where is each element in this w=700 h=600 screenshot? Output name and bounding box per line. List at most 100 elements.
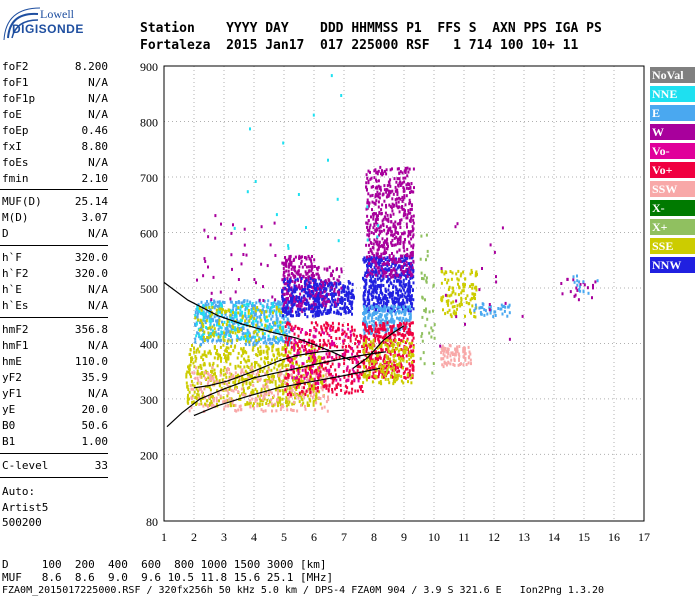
echo-point (308, 354, 311, 358)
echo-point (366, 375, 369, 379)
echo-point (242, 336, 245, 340)
echo-point (332, 300, 335, 303)
echo-point (201, 371, 204, 375)
echo-point (396, 278, 399, 282)
echo-point (359, 371, 362, 375)
echo-point (260, 318, 263, 322)
echo-point (265, 315, 268, 319)
echo-point (452, 286, 455, 290)
echo-point (442, 357, 445, 361)
echo-point (335, 386, 338, 389)
echo-point (263, 366, 266, 370)
echo-point (281, 326, 284, 330)
echo-point (293, 391, 296, 395)
echo-point (285, 297, 288, 301)
echo-point (370, 269, 373, 273)
echo-point (252, 391, 255, 395)
echo-point (383, 252, 386, 255)
echo-point (213, 356, 216, 360)
echo-point (465, 301, 468, 305)
echo-point (313, 299, 316, 303)
param-separator (0, 245, 108, 246)
echo-point (244, 306, 247, 309)
echo-point (230, 388, 233, 392)
echo-point (411, 354, 414, 358)
echo-point (256, 402, 259, 406)
echo-point (388, 308, 391, 312)
echo-point (353, 378, 356, 382)
echo-point (391, 375, 393, 379)
echo-point (223, 382, 226, 385)
echo-point (279, 403, 282, 407)
echo-point (338, 275, 341, 279)
echo-point (403, 376, 406, 379)
echo-point (363, 303, 366, 307)
echo-point (386, 338, 389, 342)
echo-point (279, 408, 282, 411)
echo-point (256, 398, 258, 402)
echo-point (375, 332, 378, 336)
echo-point (390, 365, 393, 369)
echo-point (385, 225, 388, 229)
echo-point (308, 379, 311, 383)
echo-point (343, 330, 346, 334)
echo-point (223, 407, 226, 411)
echo-point (288, 395, 291, 398)
echo-point (269, 400, 271, 404)
echo-point (325, 311, 328, 315)
echo-point (373, 279, 376, 283)
echo-point (392, 204, 395, 208)
echo-point (307, 350, 309, 354)
echo-point (306, 271, 309, 275)
echo-point (281, 384, 284, 388)
echo-point (288, 400, 291, 404)
chart-grid (164, 66, 644, 521)
echo-point (282, 405, 285, 409)
echo-point (304, 313, 307, 316)
echo-point (351, 367, 354, 371)
echo-point (408, 357, 411, 361)
echo-point (332, 269, 334, 273)
echo-point (275, 315, 278, 319)
echo-point (271, 337, 274, 341)
echo-point (210, 395, 213, 399)
echo-point (459, 274, 462, 278)
echo-point (390, 206, 393, 210)
echo-point (375, 376, 378, 380)
echo-point (289, 257, 292, 261)
echo-point (367, 316, 370, 320)
echo-point (376, 190, 379, 194)
echo-point (296, 409, 299, 413)
echo-point (327, 370, 330, 374)
echo-point (386, 309, 389, 312)
echo-point (281, 288, 284, 292)
echo-point (213, 327, 216, 331)
echo-point (407, 262, 410, 266)
echo-point (198, 333, 201, 337)
echo-point (223, 352, 225, 356)
echo-point (398, 273, 401, 277)
echo-point (271, 305, 273, 309)
echo-point (227, 391, 230, 395)
echo-point (198, 388, 201, 392)
echo-point (350, 325, 353, 329)
echo-point (274, 388, 277, 392)
echo-point (218, 383, 221, 387)
echo-point (253, 344, 256, 347)
echo-point (261, 336, 264, 340)
echo-point (385, 364, 388, 368)
echo-point (285, 264, 288, 268)
echo-point (379, 367, 382, 371)
echo-point (211, 317, 214, 321)
echo-point (366, 176, 369, 180)
echo-point (266, 319, 269, 322)
echo-point (367, 343, 370, 347)
echo-point (402, 269, 405, 273)
echo-point (258, 364, 261, 368)
echo-point (296, 277, 299, 281)
echo-point (264, 315, 266, 319)
echo-point (186, 384, 189, 388)
echo-point (310, 345, 313, 348)
echo-point (382, 224, 385, 227)
echo-point (374, 295, 377, 299)
